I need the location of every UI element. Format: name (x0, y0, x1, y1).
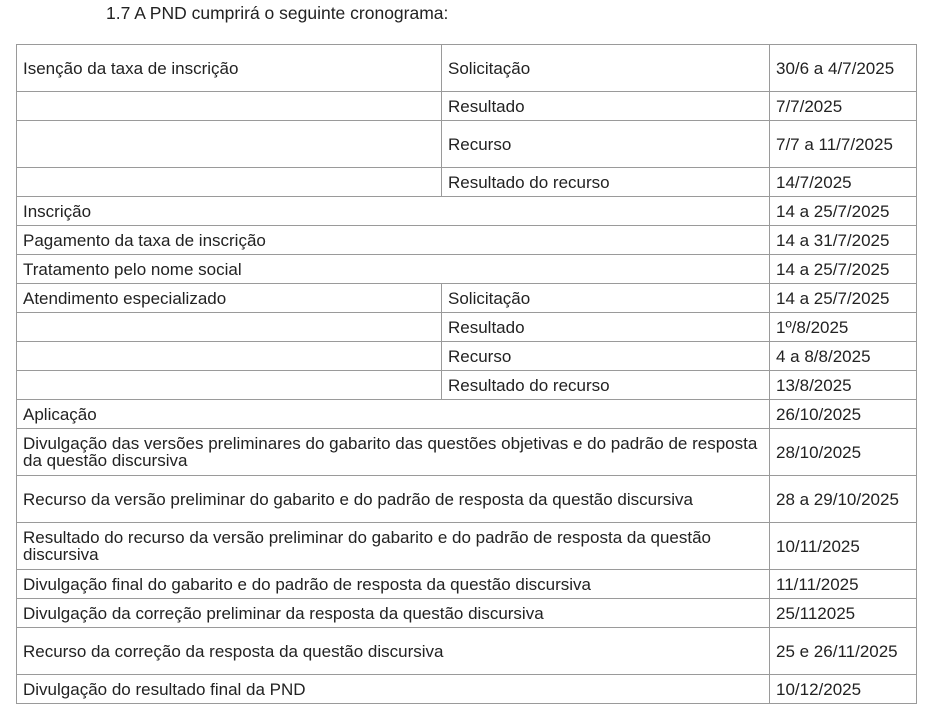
date-cell: 14 a 25/7/2025 (769, 283, 917, 313)
table-row: Atendimento especializado Solicitação 14 a… (16, 283, 917, 313)
table-row: Divulgação do resultado final da PND 10/1… (16, 674, 917, 704)
table-row: Aplicação 26/10/2025 (16, 399, 917, 429)
event-cell: Divulgação da correção preliminar da res… (16, 598, 770, 628)
date-cell: 25/112025 (769, 598, 917, 628)
stage-cell: Recurso (441, 120, 770, 168)
date-cell: 7/7 a 11/7/2025 (769, 120, 917, 168)
event-cell (16, 312, 442, 342)
event-cell (16, 370, 442, 400)
event-cell: Atendimento especializado (16, 283, 442, 313)
date-cell: 10/11/2025 (769, 522, 917, 570)
event-cell: Recurso da versão preliminar do gabarito… (16, 475, 770, 523)
table-row: Recurso 4 a 8/8/2025 (16, 341, 917, 371)
stage-cell: Resultado (441, 91, 770, 121)
date-cell: 11/11/2025 (769, 569, 917, 599)
table-row: Divulgação final do gabarito e do padrão… (16, 569, 917, 599)
table-row: Recurso 7/7 a 11/7/2025 (16, 120, 917, 168)
event-cell (16, 341, 442, 371)
date-cell: 28/10/2025 (769, 428, 917, 476)
table-row: Resultado 7/7/2025 (16, 91, 917, 121)
event-cell: Resultado do recurso da versão prelimina… (16, 522, 770, 570)
event-cell (16, 91, 442, 121)
date-cell: 13/8/2025 (769, 370, 917, 400)
date-cell: 26/10/2025 (769, 399, 917, 429)
date-cell: 1º/8/2025 (769, 312, 917, 342)
date-cell: 7/7/2025 (769, 91, 917, 121)
event-cell (16, 167, 442, 197)
date-cell: 10/12/2025 (769, 674, 917, 704)
table-row: Pagamento da taxa de inscrição 14 a 31/7/… (16, 225, 917, 255)
table-row: Isenção da taxa de inscrição Solicitação 3… (16, 44, 917, 92)
event-cell: Aplicação (16, 399, 770, 429)
date-cell: 28 a 29/10/2025 (769, 475, 917, 523)
event-cell: Isenção da taxa de inscrição (16, 44, 442, 92)
event-cell: Inscrição (16, 196, 770, 226)
date-cell: 14/7/2025 (769, 167, 917, 197)
table-row: Resultado 1º/8/2025 (16, 312, 917, 342)
event-cell: Tratamento pelo nome social (16, 254, 770, 284)
table-row: Resultado do recurso da versão prelimina… (16, 522, 917, 570)
stage-cell: Resultado do recurso (441, 167, 770, 197)
table-row: Resultado do recurso 14/7/2025 (16, 167, 917, 197)
event-cell: Divulgação das versões preliminares do g… (16, 428, 770, 476)
schedule-table: Isenção da taxa de inscrição Solicitação 3… (16, 44, 917, 704)
event-cell: Divulgação final do gabarito e do padrão… (16, 569, 770, 599)
date-cell: 14 a 25/7/2025 (769, 254, 917, 284)
event-cell: Recurso da correção da resposta da quest… (16, 627, 770, 675)
stage-cell: Solicitação (441, 283, 770, 313)
date-cell: 14 a 31/7/2025 (769, 225, 917, 255)
event-cell: Pagamento da taxa de inscrição (16, 225, 770, 255)
stage-cell: Resultado (441, 312, 770, 342)
stage-cell: Solicitação (441, 44, 770, 92)
date-cell: 30/6 a 4/7/2025 (769, 44, 917, 92)
table-row: Recurso da correção da resposta da quest… (16, 627, 917, 675)
event-cell: Divulgação do resultado final da PND (16, 674, 770, 704)
table-row: Recurso da versão preliminar do gabarito… (16, 475, 917, 523)
stage-cell: Recurso (441, 341, 770, 371)
section-heading: 1.7 A PND cumprirá o seguinte cronograma… (106, 3, 449, 23)
event-cell (16, 120, 442, 168)
table-row: Tratamento pelo nome social 14 a 25/7/202… (16, 254, 917, 284)
date-cell: 25 e 26/11/2025 (769, 627, 917, 675)
table-row: Divulgação da correção preliminar da res… (16, 598, 917, 628)
table-row: Divulgação das versões preliminares do g… (16, 428, 917, 476)
date-cell: 14 a 25/7/2025 (769, 196, 917, 226)
table-row: Resultado do recurso 13/8/2025 (16, 370, 917, 400)
table-row: Inscrição 14 a 25/7/2025 (16, 196, 917, 226)
stage-cell: Resultado do recurso (441, 370, 770, 400)
date-cell: 4 a 8/8/2025 (769, 341, 917, 371)
